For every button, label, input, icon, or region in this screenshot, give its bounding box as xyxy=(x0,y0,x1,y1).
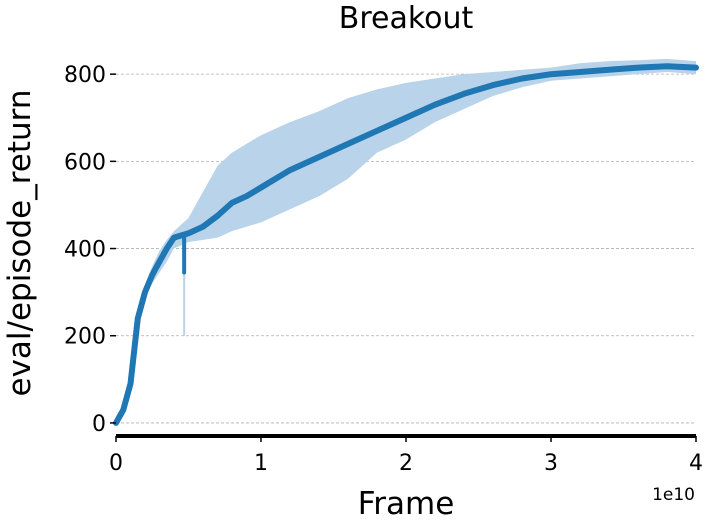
chart-title: Breakout xyxy=(339,1,474,36)
ticks: 0 1 2 3 4 0 200 400 600 800 xyxy=(64,63,703,476)
y-tick-label-600: 600 xyxy=(64,150,106,175)
x-tick-label-2: 2 xyxy=(399,451,413,476)
x-axis-label: Frame xyxy=(358,486,455,522)
x-tick-label-3: 3 xyxy=(544,451,558,476)
y-tick-label-200: 200 xyxy=(64,325,106,350)
y-axis-label: eval/episode_return xyxy=(2,90,38,397)
series-0-variance-band xyxy=(116,58,696,423)
x-tick-label-1: 1 xyxy=(254,451,268,476)
y-tick-label-0: 0 xyxy=(92,412,106,437)
x-tick-label-4: 4 xyxy=(689,451,703,476)
x-tick-label-0: 0 xyxy=(109,451,123,476)
x-axis-offset-text: 1e10 xyxy=(652,485,695,505)
series-layer xyxy=(113,58,699,426)
y-tick-label-800: 800 xyxy=(64,63,106,88)
series-0-line xyxy=(113,63,699,426)
y-tick-label-400: 400 xyxy=(64,238,106,263)
grid-lines xyxy=(116,73,696,424)
